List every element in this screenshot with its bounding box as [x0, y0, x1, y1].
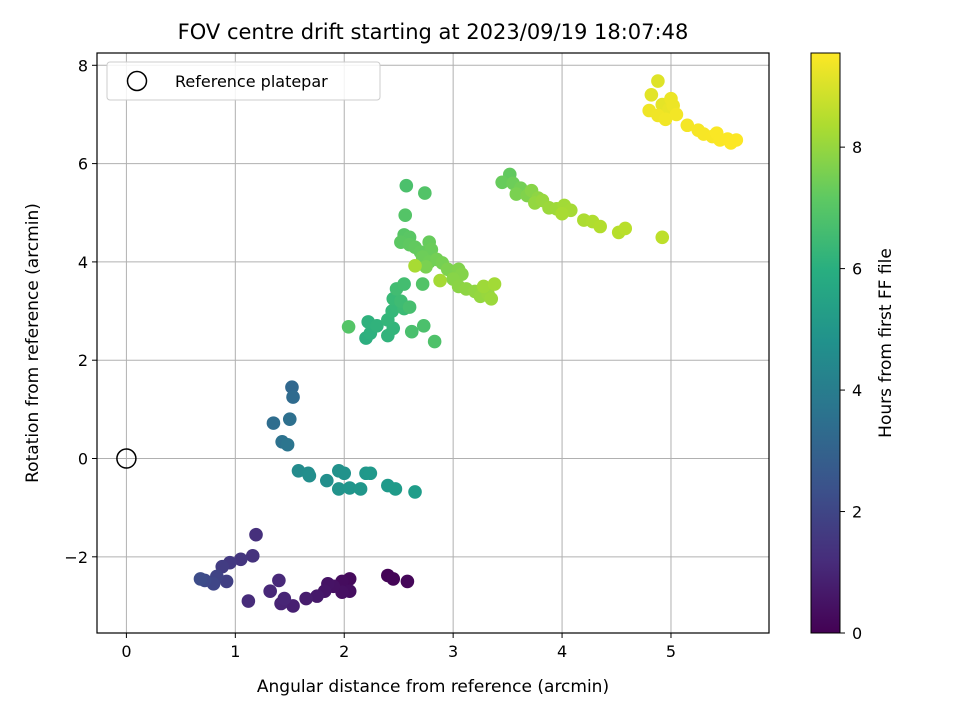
y-tick-label: 2 — [78, 351, 88, 370]
y-tick-label: 0 — [78, 450, 88, 469]
colorbar-tick-label: 4 — [852, 381, 862, 400]
data-point — [476, 279, 491, 294]
data-point — [331, 482, 346, 496]
data-point — [370, 318, 384, 333]
data-point — [729, 133, 744, 147]
legend-reference-marker — [126, 70, 148, 92]
data-point — [416, 318, 431, 333]
data-point — [280, 437, 295, 452]
data-point — [400, 574, 415, 589]
x-tick-label: 5 — [666, 642, 676, 661]
colorbar-tick-label: 0 — [852, 624, 862, 643]
data-point — [245, 549, 260, 563]
y-axis-ticks: −2 0 2 4 6 8 — [64, 56, 97, 567]
colorbar-tick-label: 6 — [852, 260, 862, 279]
data-point — [427, 334, 442, 349]
data-point — [669, 107, 684, 122]
data-point — [418, 186, 432, 200]
colorbar-gradient — [810, 52, 841, 634]
data-point — [286, 390, 300, 404]
x-tick-label: 0 — [121, 642, 131, 661]
colorbar-tick-label: 2 — [852, 503, 862, 522]
reference-point — [116, 448, 137, 469]
data-point — [282, 412, 297, 426]
data-point — [302, 468, 317, 483]
data-point — [419, 260, 433, 274]
data-point — [680, 118, 695, 133]
data-point — [397, 277, 411, 291]
data-point — [593, 219, 607, 234]
data-point — [509, 187, 524, 201]
data-point — [353, 482, 368, 496]
colorbar-tick-label: 8 — [852, 138, 862, 157]
data-point — [249, 527, 263, 542]
data-point — [655, 230, 670, 245]
data-point — [495, 175, 509, 190]
data-point — [337, 466, 352, 481]
plot-frame — [96, 52, 770, 634]
chart-title: FOV centre drift starting at 2023/09/19 … — [178, 20, 689, 44]
y-axis-label: Rotation from reference (arcmin) — [23, 203, 43, 483]
data-point — [555, 206, 569, 221]
data-point — [388, 482, 403, 496]
data-point — [404, 324, 419, 339]
data-point — [193, 572, 208, 586]
x-tick-label: 2 — [339, 642, 349, 661]
data-point — [408, 485, 422, 499]
data-point — [363, 466, 378, 481]
data-point — [272, 573, 286, 588]
legend: Reference platepar — [106, 61, 381, 101]
y-tick-label: 8 — [78, 56, 88, 75]
data-point — [277, 591, 292, 606]
data-point — [398, 208, 413, 223]
data-point — [487, 277, 502, 291]
data-point — [658, 112, 673, 127]
y-tick-label: 4 — [78, 253, 88, 272]
data-point — [408, 259, 422, 273]
data-point — [342, 481, 357, 495]
data-point — [415, 277, 430, 291]
colorbar: 0 2 4 6 8 Hours from first FF file — [810, 52, 896, 643]
data-point — [241, 594, 256, 608]
data-point — [341, 319, 356, 334]
data-point — [233, 552, 248, 567]
y-tick-label: 6 — [78, 155, 88, 174]
data-point — [484, 291, 499, 306]
x-axis-label: Angular distance from reference (arcmin) — [257, 677, 609, 697]
data-point — [263, 584, 277, 599]
data-point — [310, 589, 324, 603]
y-tick-label: −2 — [64, 548, 88, 567]
x-tick-label: 1 — [230, 642, 240, 661]
colorbar-ticks: 0 2 4 6 8 — [840, 138, 862, 643]
data-point — [651, 74, 665, 88]
data-point — [386, 572, 401, 586]
x-tick-label: 4 — [557, 642, 567, 661]
data-point — [299, 591, 313, 606]
legend-box — [106, 61, 381, 101]
data-point — [285, 380, 299, 395]
data-point — [433, 273, 447, 288]
data-point — [402, 300, 417, 314]
colorbar-label: Hours from first FF file — [876, 248, 896, 438]
legend-entry-reference: Reference platepar — [175, 72, 328, 91]
data-point — [399, 178, 414, 193]
data-point — [618, 221, 633, 236]
x-tick-label: 3 — [448, 642, 458, 661]
data-point — [266, 416, 281, 430]
data-point — [320, 473, 334, 488]
data-point — [644, 87, 659, 102]
data-points — [193, 74, 744, 613]
x-axis-ticks: 0 1 2 3 4 5 — [121, 633, 676, 661]
reference-marker — [116, 448, 137, 469]
